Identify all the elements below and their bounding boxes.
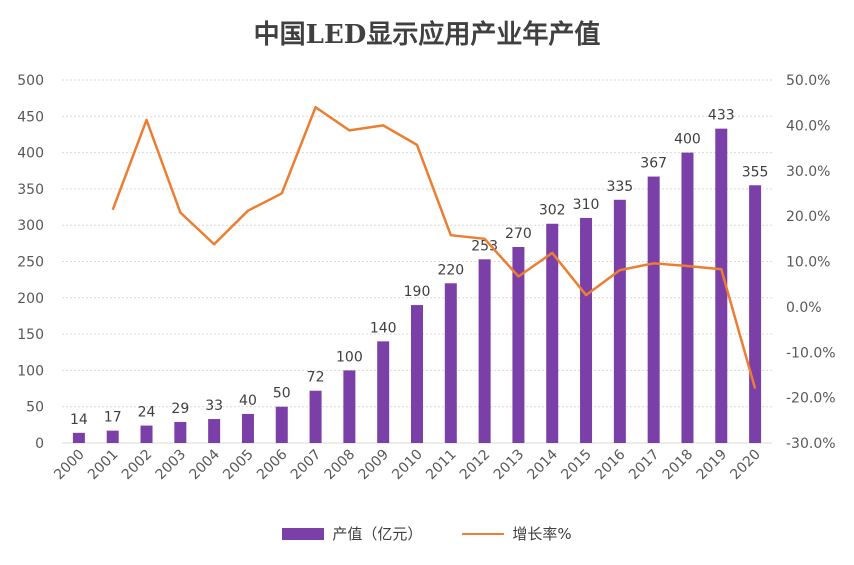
x-tick-label: 2016: [592, 446, 629, 483]
bar-data-label: 270: [505, 226, 532, 242]
bar-data-label: 302: [539, 203, 566, 219]
bar-data-label: 17: [104, 410, 122, 426]
bar: [749, 185, 762, 443]
bar-data-label: 14: [70, 412, 88, 428]
y-right-tick-label: 50.0%: [786, 73, 830, 89]
bar-data-label: 140: [370, 320, 397, 336]
bar-data-label: 253: [471, 238, 498, 254]
bar: [174, 421, 187, 443]
y-right-tick-label: -20.0%: [786, 391, 836, 407]
bar-data-label: 367: [640, 156, 667, 172]
bar-data-label: 400: [674, 132, 701, 148]
x-tick-label: 2018: [660, 447, 697, 484]
x-tick-label: 2009: [356, 447, 393, 484]
legend-swatch-line: [462, 532, 505, 535]
y-right-tick-label: 10.0%: [786, 255, 830, 271]
legend-item-output[interactable]: 产值（亿元）: [282, 523, 422, 544]
bar-data-label: 24: [138, 405, 156, 421]
y-right-tick-label: -10.0%: [786, 345, 836, 361]
legend-label-output: 产值（亿元）: [332, 525, 423, 543]
bar-data-label: 40: [239, 393, 257, 409]
y-right-tick-label: -30.0%: [786, 436, 836, 452]
chart-title: 中国LED显示应用产业年产值: [253, 20, 601, 50]
bar-data-label: 29: [171, 401, 189, 417]
bar-series: [72, 128, 762, 444]
x-tick-label: 2011: [423, 447, 460, 484]
x-tick-label: 2020: [727, 447, 764, 484]
y-left-tick-label: 150: [17, 327, 44, 343]
y-left-tick-label: 500: [17, 73, 44, 89]
y-left-tick-label: 450: [17, 109, 44, 125]
y-left-tick-label: 350: [17, 182, 44, 198]
bar: [478, 259, 491, 443]
x-tick-label: 2007: [288, 447, 325, 484]
bar-data-label: 50: [273, 386, 291, 402]
x-tick-label: 2015: [558, 447, 595, 484]
y-left-tick-label: 100: [17, 363, 44, 379]
x-tick-label: 2003: [153, 447, 190, 484]
bar-data-label: 433: [708, 108, 735, 124]
bar-data-label: 100: [336, 349, 363, 365]
legend-swatch-bar: [282, 527, 325, 540]
y-left-tick-label: 300: [17, 218, 44, 234]
y-right-tick-label: 40.0%: [786, 118, 830, 134]
bar: [208, 419, 221, 443]
x-tick-label: 2013: [491, 447, 528, 484]
x-tick-label: 2014: [525, 446, 562, 483]
y-left-tick-label: 0: [35, 436, 44, 452]
x-axis-labels: 2000200120022003200420052006200720082009…: [51, 446, 764, 483]
bar-data-label: 355: [742, 164, 769, 180]
bar: [140, 425, 153, 443]
x-tick-label: 2008: [322, 447, 359, 484]
bar: [275, 406, 288, 443]
x-tick-label: 2000: [51, 447, 88, 484]
bar: [411, 305, 423, 443]
x-tick-label: 2017: [626, 447, 663, 484]
y-axis-left-ticks: 0 50 100 150 200 250 300 350 400 450 500: [17, 73, 44, 452]
y-right-tick-label: 30.0%: [786, 164, 830, 180]
bar: [241, 413, 254, 443]
y-left-tick-label: 250: [17, 255, 44, 271]
bar-data-label: 220: [437, 262, 464, 278]
legend-item-growth[interactable]: 增长率%: [462, 523, 572, 544]
y-right-tick-label: 0.0%: [786, 300, 822, 316]
bar: [580, 217, 593, 443]
legend-label-growth: 增长率%: [512, 525, 572, 543]
growth-line-series: [111, 105, 757, 389]
bar-data-label: 72: [307, 370, 325, 386]
chart-legend: 产值（亿元） 增长率%: [0, 523, 854, 544]
bar: [106, 430, 119, 443]
bar: [546, 223, 559, 443]
y-axis-right-ticks: -30.0% -20.0% -10.0% 0.0% 10.0% 20.0% 30.0% 40.…: [786, 73, 836, 452]
x-tick-label: 2012: [457, 447, 494, 484]
bar: [309, 390, 322, 443]
y-left-tick-label: 400: [17, 146, 44, 162]
y-left-tick-label: 200: [17, 291, 44, 307]
growth-line: [111, 105, 757, 389]
bar-data-label: 190: [404, 284, 431, 300]
y-left-tick-label: 50: [26, 400, 44, 416]
x-tick-label: 2005: [220, 447, 257, 484]
bar: [512, 246, 525, 443]
x-tick-label: 2019: [694, 447, 731, 484]
bar-data-label: 33: [205, 398, 223, 414]
x-tick-label: 2006: [254, 446, 291, 483]
bar-data-labels: 14 17 24 29 33 40 50 72 100 140 190 220 253 270 302 310…: [70, 108, 768, 428]
bar: [647, 176, 660, 444]
x-tick-label: 2004: [186, 446, 223, 483]
bar: [681, 152, 694, 443]
x-tick-label: 2002: [119, 447, 156, 484]
x-tick-label: 2010: [389, 447, 426, 484]
bar-data-label: 310: [573, 197, 600, 213]
bar: [72, 432, 85, 443]
bar: [377, 341, 390, 443]
bar: [613, 199, 626, 443]
x-tick-label: 2001: [85, 447, 122, 484]
bar: [343, 370, 356, 443]
bar: [715, 128, 728, 443]
bar-data-label: 335: [606, 179, 633, 195]
y-right-tick-label: 20.0%: [786, 209, 830, 225]
bar: [444, 283, 457, 443]
